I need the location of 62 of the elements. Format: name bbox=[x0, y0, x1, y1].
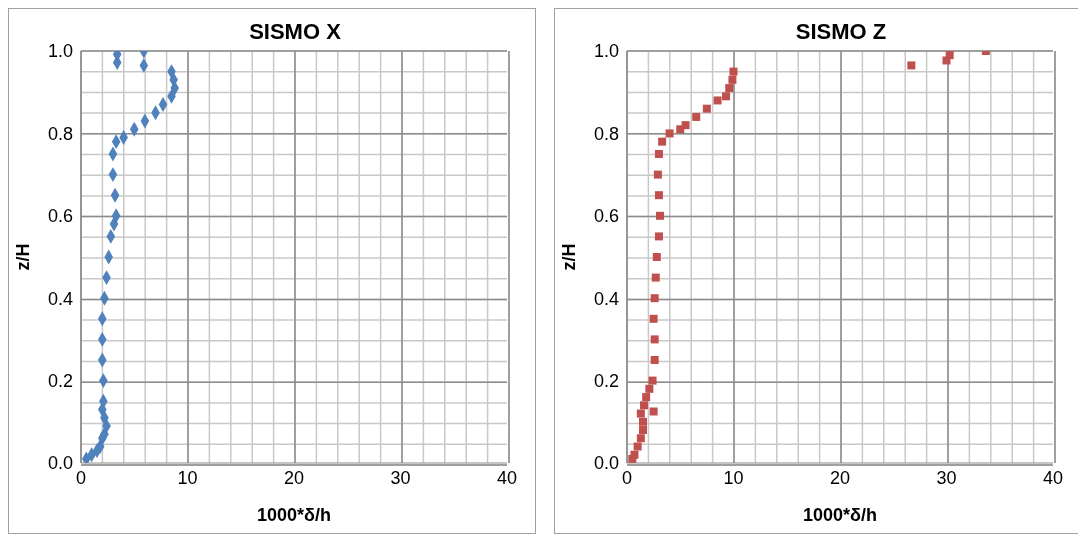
y-tick-label: 0.4 bbox=[47, 288, 73, 309]
y-axis-title: z/H bbox=[559, 243, 580, 271]
x-tick-label: 40 bbox=[496, 467, 518, 488]
point bbox=[638, 426, 647, 435]
y-tick-label: 1.0 bbox=[47, 41, 73, 62]
point bbox=[907, 61, 916, 70]
point bbox=[633, 442, 642, 451]
point bbox=[728, 75, 737, 84]
point bbox=[652, 253, 661, 261]
point bbox=[654, 150, 663, 158]
point bbox=[630, 450, 639, 459]
y-tick-label: 0.6 bbox=[593, 206, 619, 227]
point bbox=[945, 51, 954, 60]
point bbox=[729, 67, 738, 76]
x-tick-label: 30 bbox=[936, 467, 957, 488]
point bbox=[654, 232, 663, 241]
chart-title: SISMO Z bbox=[794, 19, 888, 45]
point bbox=[636, 434, 645, 443]
y-tick-label: 0.4 bbox=[593, 288, 619, 309]
x-tick-label: 0 bbox=[621, 467, 633, 488]
point bbox=[650, 335, 659, 344]
x-tick-label: 40 bbox=[1042, 467, 1064, 488]
point bbox=[648, 376, 657, 385]
point bbox=[653, 170, 662, 179]
point bbox=[654, 191, 663, 200]
point bbox=[658, 137, 667, 146]
point bbox=[722, 92, 731, 101]
point bbox=[638, 417, 647, 426]
point bbox=[649, 407, 658, 416]
y-tick-label: 0.8 bbox=[593, 123, 619, 144]
point bbox=[692, 112, 701, 121]
point bbox=[681, 121, 690, 130]
point bbox=[650, 356, 659, 364]
y-tick-label: 0.8 bbox=[47, 123, 73, 144]
point bbox=[642, 393, 651, 402]
point bbox=[713, 96, 722, 105]
y-tick-label: 0.2 bbox=[47, 370, 73, 391]
point bbox=[665, 129, 674, 138]
chart-title: SISMO X bbox=[248, 19, 342, 45]
point bbox=[650, 294, 659, 303]
x-tick-label: 20 bbox=[829, 467, 851, 488]
x-tick-label: 0 bbox=[75, 467, 87, 488]
point bbox=[651, 273, 660, 282]
x-axis-title: 1000*δ/h bbox=[257, 505, 331, 525]
point bbox=[645, 384, 654, 393]
point bbox=[636, 409, 645, 418]
y-tick-label: 1.0 bbox=[593, 41, 619, 62]
y-tick-label: 0.6 bbox=[47, 206, 73, 227]
y-axis-title: z/H bbox=[13, 243, 34, 271]
x-tick-label: 30 bbox=[390, 467, 411, 488]
point bbox=[649, 314, 658, 323]
x-tick-label: 10 bbox=[723, 467, 744, 488]
point bbox=[656, 211, 665, 220]
point bbox=[702, 104, 711, 113]
x-tick-label: 10 bbox=[177, 467, 198, 488]
y-tick-label: 0.0 bbox=[593, 453, 619, 474]
x-axis-title: 1000*δ/h bbox=[803, 505, 877, 525]
y-tick-label: 0.2 bbox=[593, 370, 619, 391]
x-tick-label: 20 bbox=[283, 467, 305, 488]
point bbox=[725, 84, 734, 93]
point bbox=[640, 401, 649, 410]
y-tick-label: 0.0 bbox=[47, 453, 73, 474]
